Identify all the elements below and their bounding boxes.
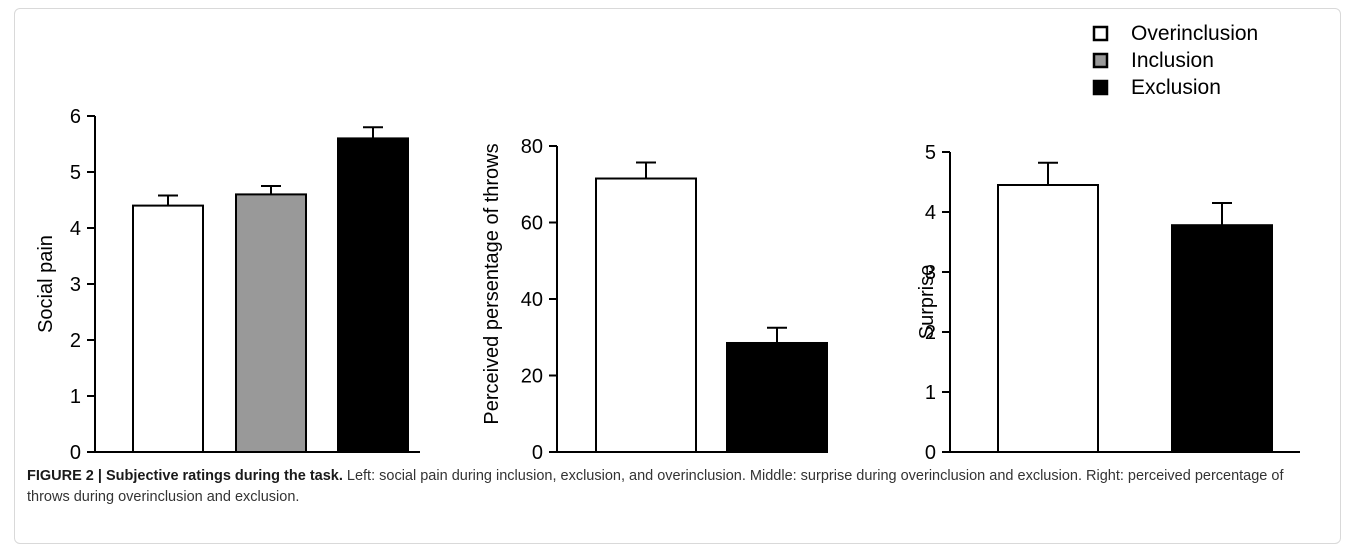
y-axis-label: Perceived persentage of throws xyxy=(481,143,503,424)
bar-exclusion xyxy=(726,341,828,453)
y-tick-label: 80 xyxy=(521,136,543,158)
y-tick-label: 5 xyxy=(70,162,81,184)
bar-overinclusion xyxy=(595,177,697,453)
chart-social-pain: 0 1 2 3 4 5 6 Social pain xyxy=(35,106,420,460)
legend-label: Inclusion xyxy=(1131,49,1214,72)
y-tick-label: 4 xyxy=(925,202,936,224)
bar-overinclusion xyxy=(132,204,204,453)
y-tick-label: 2 xyxy=(925,322,936,344)
bar-inclusion xyxy=(235,193,307,453)
bar-exclusion xyxy=(337,137,409,453)
y-axis-label: Social pain xyxy=(35,235,57,333)
y-tick-label: 3 xyxy=(70,274,81,296)
y-tick-label: 3 xyxy=(925,262,936,284)
y-tick-label: 0 xyxy=(532,442,543,460)
caption-label: FIGURE 2 | Subjective ratings during the… xyxy=(27,468,343,484)
legend-swatch xyxy=(1092,25,1109,42)
y-tick-label: 0 xyxy=(70,442,81,460)
bar-overinclusion xyxy=(997,184,1099,453)
y-tick-label: 40 xyxy=(521,289,543,311)
y-tick-label: 0 xyxy=(925,442,936,460)
chart-perceived-throws: 0 20 40 60 80 Perceived persentage of throws xyxy=(481,136,828,460)
legend-swatch xyxy=(1092,52,1109,69)
caption-text: Left: social pain during inclusion, excl… xyxy=(27,468,1284,505)
y-tick-label: 6 xyxy=(70,106,81,128)
bar-exclusion xyxy=(1171,224,1273,453)
y-tick-label: 20 xyxy=(521,366,543,388)
chart-surprise: 0 1 2 3 4 5 Surprise xyxy=(916,142,1300,460)
legend-label: Exclusion xyxy=(1131,76,1221,99)
y-tick-label: 5 xyxy=(925,142,936,164)
y-tick-label: 60 xyxy=(521,213,543,235)
y-tick-label: 2 xyxy=(70,330,81,352)
chart-legend: Overinclusion Inclusion Exclusion xyxy=(1092,22,1258,99)
y-tick-label: 1 xyxy=(925,382,936,404)
legend-swatch xyxy=(1092,79,1109,96)
y-tick-label: 4 xyxy=(70,218,81,240)
figure-caption: FIGURE 2 | Subjective ratings during the… xyxy=(27,466,1327,508)
y-axis-label: Surprise xyxy=(916,265,938,339)
y-tick-label: 1 xyxy=(70,386,81,408)
legend-label: Overinclusion xyxy=(1131,22,1258,45)
figure-frame xyxy=(14,8,1341,544)
